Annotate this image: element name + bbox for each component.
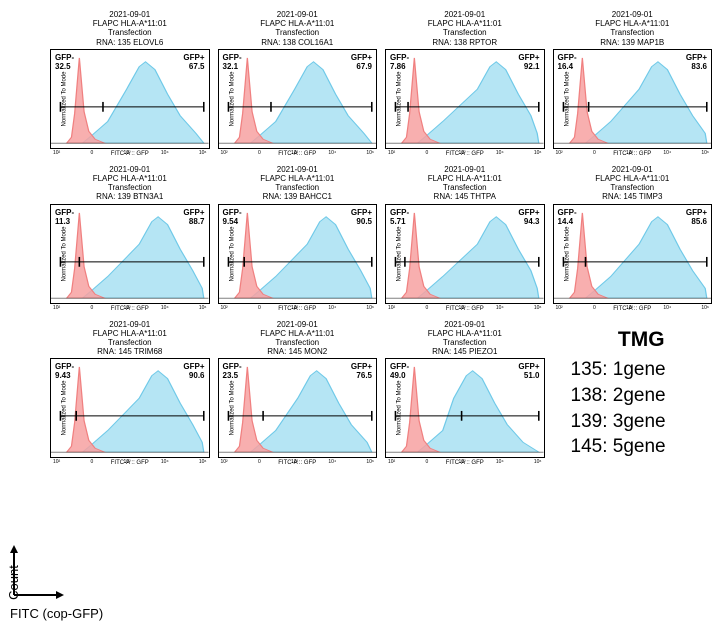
panel-condition: Transfection bbox=[218, 183, 378, 192]
flow-panel: 2021-09-01 FLAPC HLA-A*11:01 Transfectio… bbox=[218, 165, 378, 312]
flow-panel: 2021-09-01 FLAPC HLA-A*11:01 Transfectio… bbox=[385, 320, 545, 467]
panel-date: 2021-09-01 bbox=[50, 10, 210, 19]
panel-condition: Transfection bbox=[50, 338, 210, 347]
panel-hla: FLAPC HLA-A*11:01 bbox=[218, 19, 378, 28]
histogram-plot: Normalized To Mode GFP- 16.4 GFP+ 83.6 bbox=[553, 49, 713, 149]
panel-rna: RNA: 135 ELOVL6 bbox=[50, 38, 210, 47]
panel-date: 2021-09-01 bbox=[385, 10, 545, 19]
flow-panel: 2021-09-01 FLAPC HLA-A*11:01 Transfectio… bbox=[553, 165, 713, 312]
panel-rna: RNA: 145 PIEZO1 bbox=[385, 347, 545, 356]
histogram-plot: Normalized To Mode GFP- 9.54 GFP+ 90.5 bbox=[218, 204, 378, 304]
flow-panel: 2021-09-01 FLAPC HLA-A*11:01 Transfectio… bbox=[218, 10, 378, 157]
x-ticks: 10²010²10⁴10⁶ bbox=[219, 305, 377, 311]
histogram-plot: Normalized To Mode GFP- 11.3 GFP+ 88.7 bbox=[50, 204, 210, 304]
panel-condition: Transfection bbox=[50, 183, 210, 192]
panel-header: 2021-09-01 FLAPC HLA-A*11:01 Transfectio… bbox=[50, 320, 210, 357]
panel-hla: FLAPC HLA-A*11:01 bbox=[553, 174, 713, 183]
flow-panel: 2021-09-01 FLAPC HLA-A*11:01 Transfectio… bbox=[553, 10, 713, 157]
tmg-title: TMG bbox=[571, 326, 713, 354]
global-x-axis-label: FITC (cop-GFP) bbox=[10, 606, 103, 621]
panel-header: 2021-09-01 FLAPC HLA-A*11:01 Transfectio… bbox=[50, 10, 210, 47]
x-ticks: 10²010²10⁴10⁶ bbox=[554, 150, 712, 156]
x-ticks: 10²010²10⁴10⁶ bbox=[219, 150, 377, 156]
panel-date: 2021-09-01 bbox=[553, 165, 713, 174]
panel-rna: RNA: 145 TIMP3 bbox=[553, 192, 713, 201]
x-ticks: 10²010²10⁴10⁶ bbox=[51, 305, 209, 311]
panel-hla: FLAPC HLA-A*11:01 bbox=[385, 329, 545, 338]
flow-panel: 2021-09-01 FLAPC HLA-A*11:01 Transfectio… bbox=[50, 10, 210, 157]
panel-date: 2021-09-01 bbox=[553, 10, 713, 19]
panel-date: 2021-09-01 bbox=[385, 165, 545, 174]
global-y-axis-label: Count bbox=[6, 565, 21, 600]
panel-rna: RNA: 138 COL16A1 bbox=[218, 38, 378, 47]
panel-header: 2021-09-01 FLAPC HLA-A*11:01 Transfectio… bbox=[385, 320, 545, 357]
histogram-plot: Normalized To Mode GFP- 5.71 GFP+ 94.3 bbox=[385, 204, 545, 304]
panel-hla: FLAPC HLA-A*11:01 bbox=[385, 174, 545, 183]
tmg-legend: TMG 135: 1gene138: 2gene139: 3gene145: 5… bbox=[553, 326, 713, 460]
x-ticks: 10²010²10⁴10⁶ bbox=[554, 305, 712, 311]
panel-date: 2021-09-01 bbox=[218, 10, 378, 19]
panel-condition: Transfection bbox=[50, 28, 210, 37]
panel-date: 2021-09-01 bbox=[218, 320, 378, 329]
histogram-plot: Normalized To Mode GFP- 7.86 GFP+ 92.1 bbox=[385, 49, 545, 149]
panel-header: 2021-09-01 FLAPC HLA-A*11:01 Transfectio… bbox=[553, 165, 713, 202]
histogram-plot: Normalized To Mode GFP- 14.4 GFP+ 85.6 bbox=[553, 204, 713, 304]
histogram-plot: Normalized To Mode GFP- 49.0 GFP+ 51.0 bbox=[385, 358, 545, 458]
histogram-plot: Normalized To Mode GFP- 9.43 GFP+ 90.6 bbox=[50, 358, 210, 458]
flow-panel: 2021-09-01 FLAPC HLA-A*11:01 Transfectio… bbox=[50, 165, 210, 312]
panel-rna: RNA: 139 MAP1B bbox=[553, 38, 713, 47]
tmg-line: 135: 1gene bbox=[571, 357, 713, 383]
panel-rna: RNA: 145 THTPA bbox=[385, 192, 545, 201]
x-ticks: 10²010²10⁴10⁶ bbox=[386, 305, 544, 311]
histogram-plot: Normalized To Mode GFP- 32.5 GFP+ 67.5 bbox=[50, 49, 210, 149]
panel-hla: FLAPC HLA-A*11:01 bbox=[50, 329, 210, 338]
panel-date: 2021-09-01 bbox=[218, 165, 378, 174]
panel-rna: RNA: 138 RPTOR bbox=[385, 38, 545, 47]
panel-rna: RNA: 139 BTN3A1 bbox=[50, 192, 210, 201]
panel-date: 2021-09-01 bbox=[50, 165, 210, 174]
panel-hla: FLAPC HLA-A*11:01 bbox=[218, 174, 378, 183]
histogram-plot: Normalized To Mode GFP- 32.1 GFP+ 67.9 bbox=[218, 49, 378, 149]
tmg-line: 139: 3gene bbox=[571, 409, 713, 435]
x-ticks: 10²010²10⁴10⁶ bbox=[386, 150, 544, 156]
panel-hla: FLAPC HLA-A*11:01 bbox=[50, 174, 210, 183]
flow-panel: 2021-09-01 FLAPC HLA-A*11:01 Transfectio… bbox=[50, 320, 210, 467]
panel-hla: FLAPC HLA-A*11:01 bbox=[50, 19, 210, 28]
panel-condition: Transfection bbox=[553, 28, 713, 37]
panel-rna: RNA: 145 MON2 bbox=[218, 347, 378, 356]
tmg-line: 145: 5gene bbox=[571, 434, 713, 460]
panel-condition: Transfection bbox=[385, 28, 545, 37]
panel-header: 2021-09-01 FLAPC HLA-A*11:01 Transfectio… bbox=[218, 165, 378, 202]
panel-header: 2021-09-01 FLAPC HLA-A*11:01 Transfectio… bbox=[218, 320, 378, 357]
panel-header: 2021-09-01 FLAPC HLA-A*11:01 Transfectio… bbox=[218, 10, 378, 47]
panel-condition: Transfection bbox=[385, 183, 545, 192]
x-ticks: 10²010²10⁴10⁶ bbox=[386, 459, 544, 465]
panel-condition: Transfection bbox=[218, 338, 378, 347]
panel-hla: FLAPC HLA-A*11:01 bbox=[218, 329, 378, 338]
panel-condition: Transfection bbox=[218, 28, 378, 37]
panel-header: 2021-09-01 FLAPC HLA-A*11:01 Transfectio… bbox=[385, 10, 545, 47]
x-ticks: 10²010²10⁴10⁶ bbox=[51, 150, 209, 156]
panel-hla: FLAPC HLA-A*11:01 bbox=[553, 19, 713, 28]
flow-panel: 2021-09-01 FLAPC HLA-A*11:01 Transfectio… bbox=[385, 10, 545, 157]
histogram-plot: Normalized To Mode GFP- 23.5 GFP+ 76.5 bbox=[218, 358, 378, 458]
global-axes-arrows: Count FITC (cop-GFP) bbox=[6, 547, 62, 603]
x-ticks: 10²010²10⁴10⁶ bbox=[219, 459, 377, 465]
flow-panel: 2021-09-01 FLAPC HLA-A*11:01 Transfectio… bbox=[385, 165, 545, 312]
panel-rna: RNA: 139 BAHCC1 bbox=[218, 192, 378, 201]
panel-date: 2021-09-01 bbox=[385, 320, 545, 329]
flow-panel: 2021-09-01 FLAPC HLA-A*11:01 Transfectio… bbox=[218, 320, 378, 467]
panel-header: 2021-09-01 FLAPC HLA-A*11:01 Transfectio… bbox=[50, 165, 210, 202]
panel-condition: Transfection bbox=[385, 338, 545, 347]
x-ticks: 10²010²10⁴10⁶ bbox=[51, 459, 209, 465]
panel-rna: RNA: 145 TRIM68 bbox=[50, 347, 210, 356]
panel-header: 2021-09-01 FLAPC HLA-A*11:01 Transfectio… bbox=[553, 10, 713, 47]
panel-condition: Transfection bbox=[553, 183, 713, 192]
panel-header: 2021-09-01 FLAPC HLA-A*11:01 Transfectio… bbox=[385, 165, 545, 202]
tmg-line: 138: 2gene bbox=[571, 383, 713, 409]
panel-hla: FLAPC HLA-A*11:01 bbox=[385, 19, 545, 28]
panel-date: 2021-09-01 bbox=[50, 320, 210, 329]
